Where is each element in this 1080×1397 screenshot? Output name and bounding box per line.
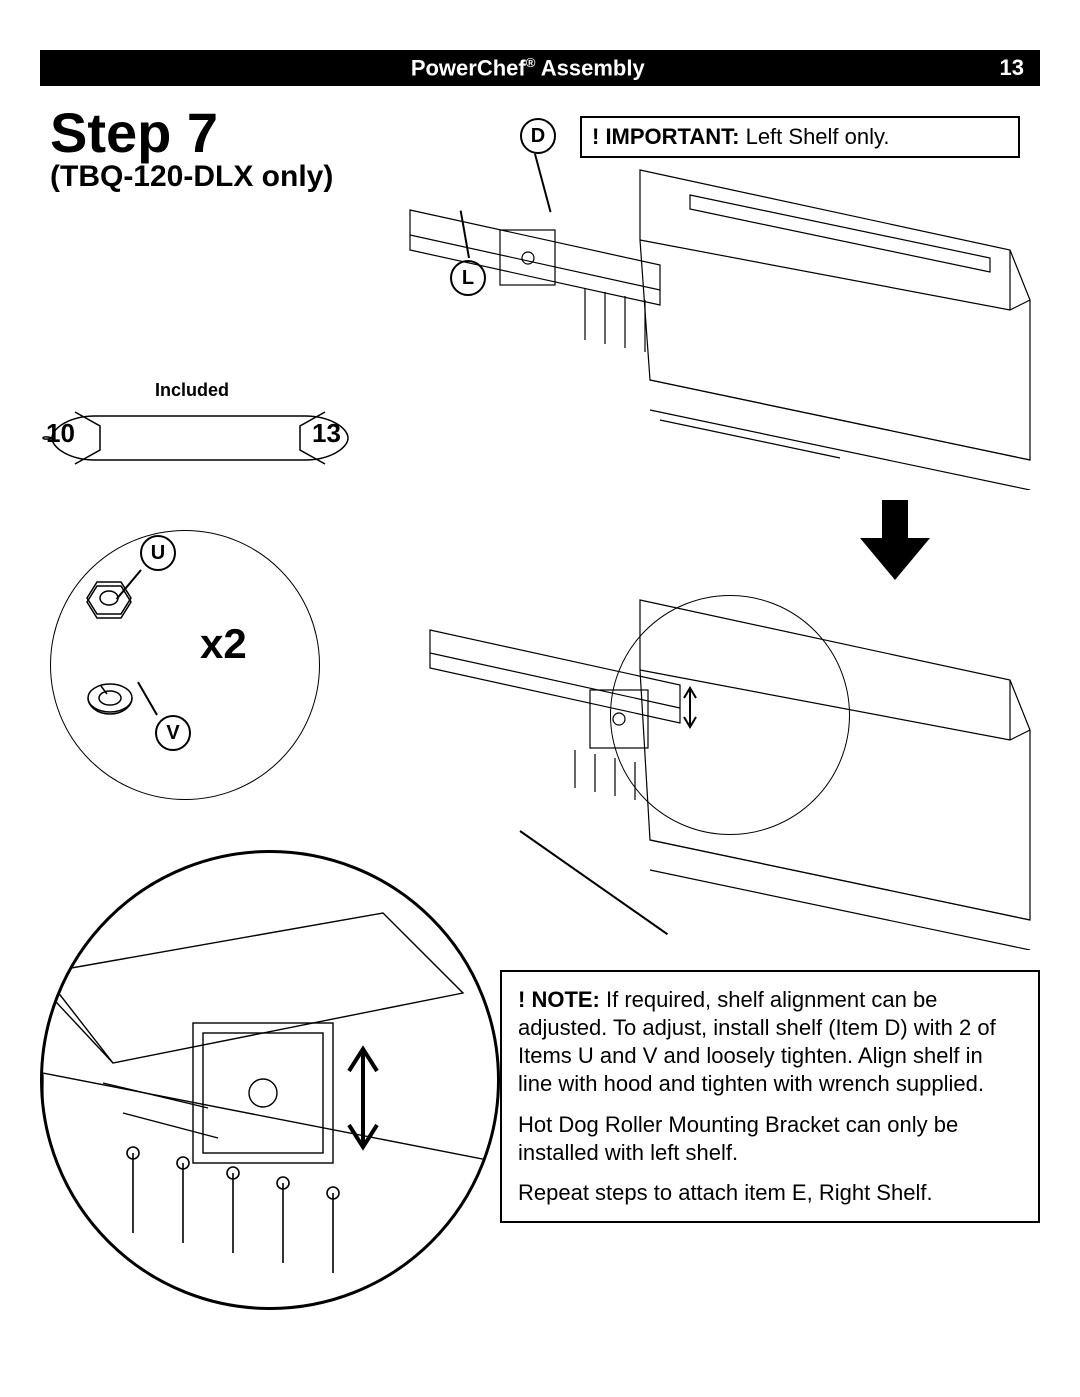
washer-icon bbox=[85, 680, 135, 720]
note-p2: Hot Dog Roller Mounting Bracket can only… bbox=[518, 1111, 1022, 1167]
note-p3: Repeat steps to attach item E, Right She… bbox=[518, 1179, 1022, 1207]
detail-view-circle bbox=[40, 850, 500, 1310]
detail-diagram bbox=[43, 853, 500, 1310]
callout-u: U bbox=[140, 535, 176, 571]
page-number: 13 bbox=[1000, 55, 1024, 81]
step-title: Step 7 bbox=[50, 100, 218, 165]
wrench-size-left: 10 bbox=[46, 418, 75, 449]
nut-icon bbox=[85, 580, 133, 624]
header-bar: PowerChef® Assembly 13 bbox=[40, 50, 1040, 86]
grill-diagram-mid bbox=[390, 540, 1040, 950]
header-reg: ® bbox=[526, 55, 536, 70]
grill-diagram-top bbox=[390, 130, 1040, 490]
note-callout: ! NOTE: If required, shelf alignment can… bbox=[500, 970, 1040, 1223]
parts-circle bbox=[50, 530, 320, 800]
note-p1: ! NOTE: If required, shelf alignment can… bbox=[518, 986, 1022, 1099]
parts-qty: x2 bbox=[200, 620, 247, 668]
note-label: ! NOTE: bbox=[518, 987, 600, 1012]
header-title: PowerChef® Assembly bbox=[56, 55, 1000, 81]
header-title-prefix: PowerChef bbox=[411, 55, 526, 80]
wrench-size-right: 13 bbox=[312, 418, 341, 449]
header-title-suffix: Assembly bbox=[535, 55, 644, 80]
callout-v: V bbox=[155, 715, 191, 751]
wrench-diagram: Included 10 13 bbox=[40, 380, 360, 480]
step-subtitle: (TBQ-120-DLX only) bbox=[50, 160, 333, 194]
